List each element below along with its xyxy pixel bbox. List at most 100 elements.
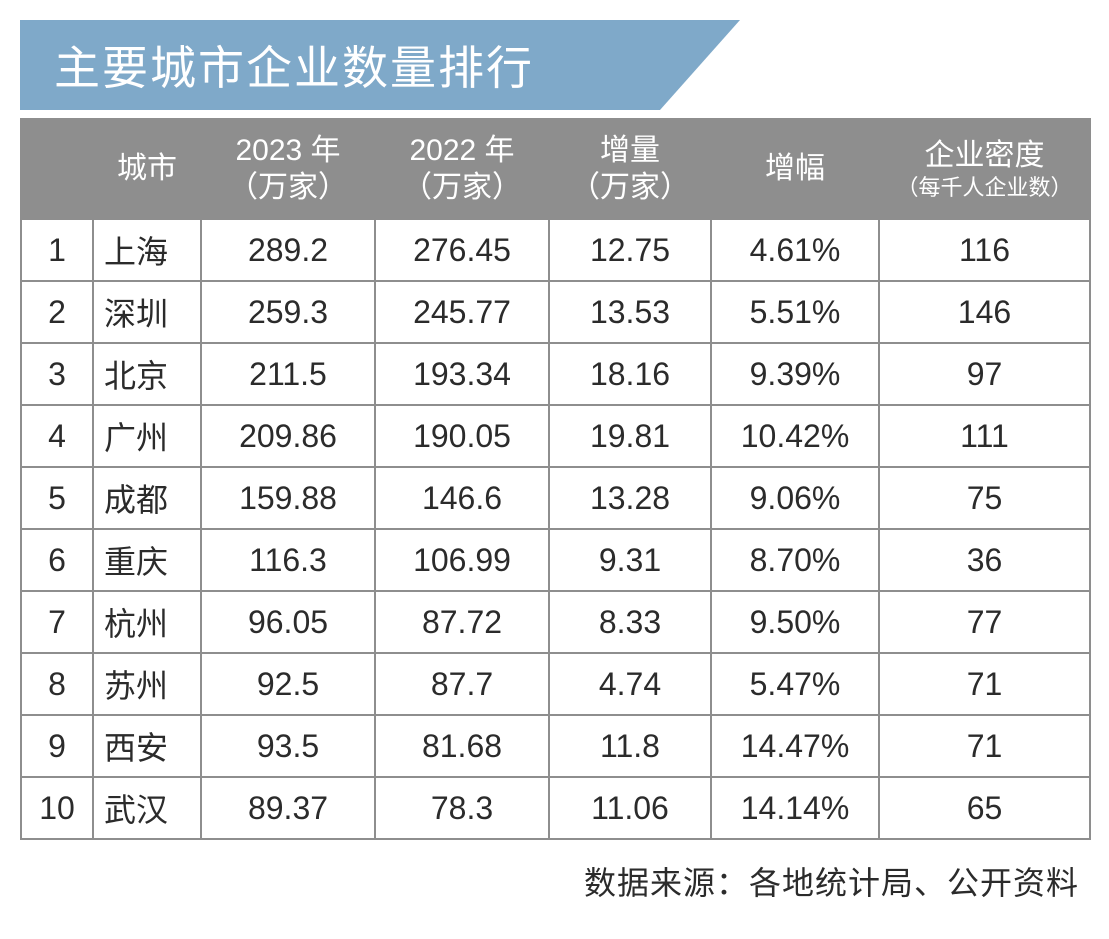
header-density-sublabel: （每千人企业数） bbox=[880, 174, 1089, 202]
cell-y2023: 289.2 bbox=[201, 219, 375, 281]
table-row: 10武汉89.3778.311.0614.14%65 bbox=[21, 777, 1090, 839]
cell-rank: 3 bbox=[21, 343, 93, 405]
header-density-label: 企业密度 bbox=[925, 139, 1045, 172]
cell-city: 广州 bbox=[93, 405, 201, 467]
cell-density: 77 bbox=[879, 591, 1090, 653]
cell-city: 成都 bbox=[93, 467, 201, 529]
cell-inc: 12.75 bbox=[549, 219, 711, 281]
cell-city: 重庆 bbox=[93, 529, 201, 591]
table-body: 1上海289.2276.4512.754.61%1162深圳259.3245.7… bbox=[21, 219, 1090, 839]
cell-y2023: 209.86 bbox=[201, 405, 375, 467]
header-2022: 2022 年 （万家） bbox=[375, 119, 549, 219]
cell-city: 上海 bbox=[93, 219, 201, 281]
cell-rank: 10 bbox=[21, 777, 93, 839]
cell-y2023: 159.88 bbox=[201, 467, 375, 529]
header-pct: 增幅 bbox=[711, 119, 879, 219]
cell-y2022: 193.34 bbox=[375, 343, 549, 405]
cell-y2023: 92.5 bbox=[201, 653, 375, 715]
cell-rank: 4 bbox=[21, 405, 93, 467]
table-row: 5成都159.88146.613.289.06%75 bbox=[21, 467, 1090, 529]
cell-y2022: 81.68 bbox=[375, 715, 549, 777]
table-row: 3北京211.5193.3418.169.39%97 bbox=[21, 343, 1090, 405]
table-row: 7杭州96.0587.728.339.50%77 bbox=[21, 591, 1090, 653]
cell-y2023: 259.3 bbox=[201, 281, 375, 343]
cell-density: 146 bbox=[879, 281, 1090, 343]
cell-density: 75 bbox=[879, 467, 1090, 529]
cell-rank: 7 bbox=[21, 591, 93, 653]
cell-rank: 9 bbox=[21, 715, 93, 777]
cell-density: 116 bbox=[879, 219, 1090, 281]
cell-y2023: 211.5 bbox=[201, 343, 375, 405]
cell-pct: 9.50% bbox=[711, 591, 879, 653]
cell-y2022: 106.99 bbox=[375, 529, 549, 591]
cell-y2023: 96.05 bbox=[201, 591, 375, 653]
cell-density: 71 bbox=[879, 715, 1090, 777]
cell-y2022: 78.3 bbox=[375, 777, 549, 839]
cell-y2023: 116.3 bbox=[201, 529, 375, 591]
cell-y2022: 146.6 bbox=[375, 467, 549, 529]
cell-density: 36 bbox=[879, 529, 1090, 591]
header-inc: 增量 （万家） bbox=[549, 119, 711, 219]
header-2022-sublabel: （万家） bbox=[376, 169, 548, 207]
header-city: 城市 bbox=[93, 119, 201, 219]
table-row: 1上海289.2276.4512.754.61%116 bbox=[21, 219, 1090, 281]
cell-rank: 2 bbox=[21, 281, 93, 343]
cell-pct: 9.39% bbox=[711, 343, 879, 405]
cell-inc: 11.06 bbox=[549, 777, 711, 839]
cell-rank: 6 bbox=[21, 529, 93, 591]
table-row: 9西安93.581.6811.814.47%71 bbox=[21, 715, 1090, 777]
cell-pct: 10.42% bbox=[711, 405, 879, 467]
cell-pct: 14.14% bbox=[711, 777, 879, 839]
table-row: 4广州209.86190.0519.8110.42%111 bbox=[21, 405, 1090, 467]
ranking-table: 城市 2023 年 （万家） 2022 年 （万家） 增量 （万家） 增幅 bbox=[20, 118, 1091, 840]
cell-inc: 11.8 bbox=[549, 715, 711, 777]
cell-inc: 8.33 bbox=[549, 591, 711, 653]
cell-y2022: 87.72 bbox=[375, 591, 549, 653]
cell-density: 65 bbox=[879, 777, 1090, 839]
cell-rank: 5 bbox=[21, 467, 93, 529]
footer-source: 数据来源：各地统计局、公开资料 bbox=[20, 840, 1089, 910]
cell-city: 苏州 bbox=[93, 653, 201, 715]
header-2023: 2023 年 （万家） bbox=[201, 119, 375, 219]
cell-y2023: 89.37 bbox=[201, 777, 375, 839]
cell-pct: 8.70% bbox=[711, 529, 879, 591]
header-2023-sublabel: （万家） bbox=[202, 169, 374, 207]
cell-y2022: 190.05 bbox=[375, 405, 549, 467]
title-banner: 主要城市企业数量排行 bbox=[20, 20, 740, 110]
header-city-label: 城市 bbox=[117, 152, 177, 185]
header-pct-label: 增幅 bbox=[765, 152, 825, 185]
cell-city: 西安 bbox=[93, 715, 201, 777]
cell-y2023: 93.5 bbox=[201, 715, 375, 777]
table-header: 城市 2023 年 （万家） 2022 年 （万家） 增量 （万家） 增幅 bbox=[21, 119, 1090, 219]
cell-y2022: 276.45 bbox=[375, 219, 549, 281]
cell-inc: 18.16 bbox=[549, 343, 711, 405]
cell-pct: 5.47% bbox=[711, 653, 879, 715]
cell-density: 71 bbox=[879, 653, 1090, 715]
cell-pct: 9.06% bbox=[711, 467, 879, 529]
cell-inc: 4.74 bbox=[549, 653, 711, 715]
cell-density: 97 bbox=[879, 343, 1090, 405]
cell-inc: 19.81 bbox=[549, 405, 711, 467]
cell-y2022: 87.7 bbox=[375, 653, 549, 715]
header-inc-label: 增量 bbox=[600, 134, 660, 167]
header-inc-sublabel: （万家） bbox=[550, 169, 710, 207]
title-bar: 主要城市企业数量排行 bbox=[20, 20, 1089, 110]
header-rank bbox=[21, 119, 93, 219]
cell-inc: 13.28 bbox=[549, 467, 711, 529]
cell-pct: 14.47% bbox=[711, 715, 879, 777]
title-text: 主要城市企业数量排行 bbox=[54, 32, 534, 98]
cell-pct: 5.51% bbox=[711, 281, 879, 343]
header-2023-label: 2023 年 bbox=[235, 134, 340, 167]
cell-city: 深圳 bbox=[93, 281, 201, 343]
header-2022-label: 2022 年 bbox=[409, 134, 514, 167]
header-density: 企业密度 （每千人企业数） bbox=[879, 119, 1090, 219]
cell-inc: 9.31 bbox=[549, 529, 711, 591]
table-row: 2深圳259.3245.7713.535.51%146 bbox=[21, 281, 1090, 343]
cell-inc: 13.53 bbox=[549, 281, 711, 343]
cell-city: 武汉 bbox=[93, 777, 201, 839]
table-container: 主要城市企业数量排行 城市 2023 年 （万家） 2022 年 （万家） bbox=[20, 20, 1089, 910]
cell-pct: 4.61% bbox=[711, 219, 879, 281]
table-row: 8苏州92.587.74.745.47%71 bbox=[21, 653, 1090, 715]
cell-rank: 1 bbox=[21, 219, 93, 281]
table-row: 6重庆116.3106.999.318.70%36 bbox=[21, 529, 1090, 591]
